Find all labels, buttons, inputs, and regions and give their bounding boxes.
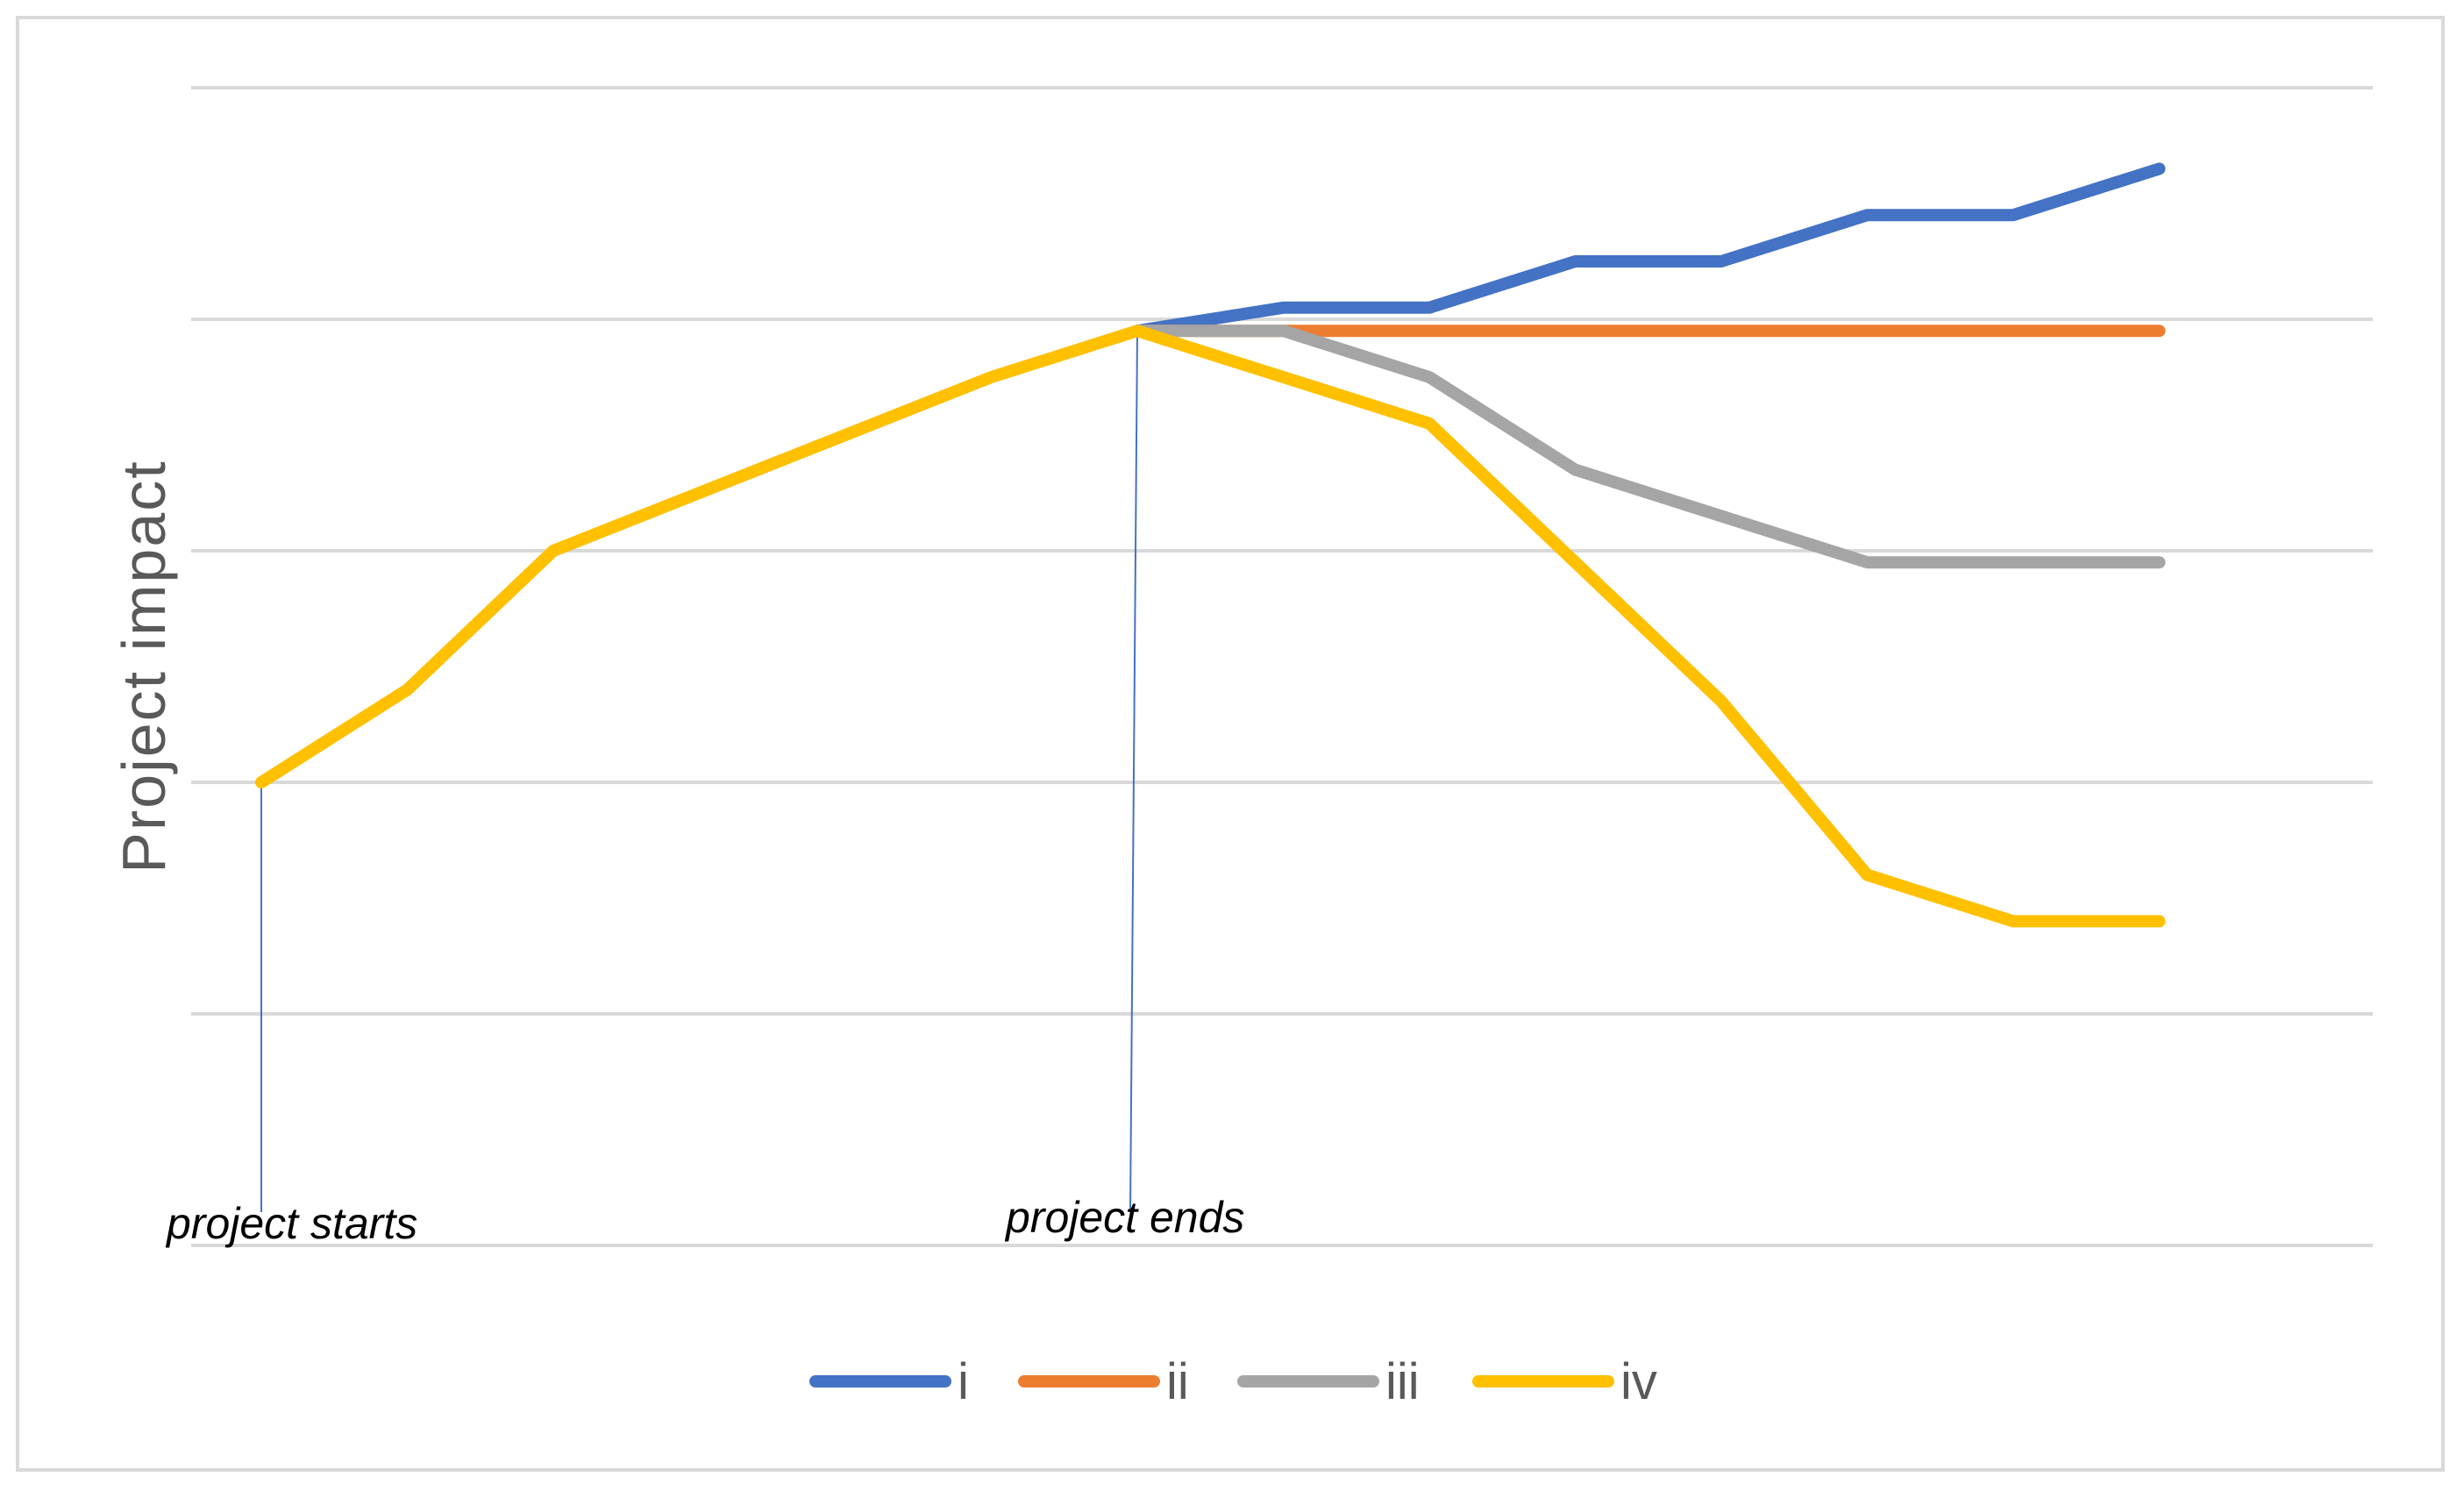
series-line-iii (1131, 325, 2166, 569)
annotation-line (1129, 331, 1138, 1213)
y-axis-label: Project impact (110, 460, 178, 873)
gridlines (191, 86, 2373, 1247)
legend: i ii iii iv (809, 1353, 1657, 1410)
legend-label-iv: iv (1620, 1353, 1657, 1410)
series-lines (255, 162, 2166, 928)
annotation-project-starts: project starts (165, 1199, 417, 1248)
annotation-lines (260, 331, 1138, 1213)
series-line-iv (255, 325, 2166, 928)
legend-label-iii: iii (1385, 1353, 1420, 1410)
legend-label-ii: ii (1166, 1353, 1189, 1410)
series-line-i (1131, 162, 2166, 338)
annotation-project-ends: project ends (1004, 1193, 1244, 1242)
legend-label-i: i (958, 1353, 969, 1410)
chart-frame (16, 16, 2445, 1472)
